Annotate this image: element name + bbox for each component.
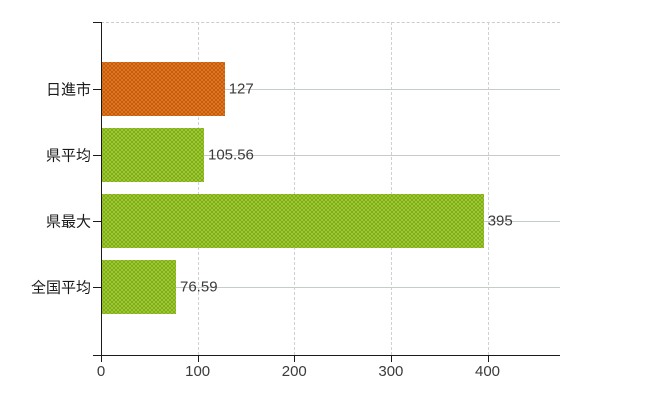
x-axis-tick xyxy=(197,355,199,362)
category-label: 日進市 xyxy=(45,81,91,99)
y-axis-tick xyxy=(93,221,101,222)
x-axis-tick xyxy=(487,355,489,362)
y-axis-top-tick xyxy=(93,22,101,23)
category-label: 全国平均 xyxy=(30,279,91,297)
category-label: 県平均 xyxy=(45,147,91,165)
vertical-gridline xyxy=(197,22,199,355)
y-axis-tick xyxy=(93,155,101,156)
x-axis-tick xyxy=(390,355,392,362)
bar-2 xyxy=(102,128,204,182)
bar-value-label: 76.59 xyxy=(180,278,218,296)
bar-4 xyxy=(102,260,176,314)
x-axis-tick-label: 400 xyxy=(475,363,501,380)
category-gridline xyxy=(101,89,560,90)
category-gridline xyxy=(101,155,560,156)
category-label: 県最大 xyxy=(45,213,91,231)
x-axis-tick-label: 100 xyxy=(185,363,211,380)
x-axis-tick-label: 0 xyxy=(96,363,106,380)
vertical-gridline xyxy=(487,22,489,355)
y-axis-line xyxy=(101,22,102,355)
x-axis-tick-label: 300 xyxy=(378,363,404,380)
y-axis-tick xyxy=(93,89,101,90)
vertical-gridline xyxy=(294,22,296,355)
x-axis-tick-label: 200 xyxy=(281,363,307,380)
bar-value-label: 127 xyxy=(228,80,254,98)
x-axis-line xyxy=(93,355,560,356)
bar-value-label: 395 xyxy=(487,212,513,230)
category-gridline xyxy=(101,287,560,288)
vertical-gridline xyxy=(390,22,392,355)
x-axis-tick xyxy=(101,355,102,362)
x-axis-tick xyxy=(294,355,296,362)
y-axis-tick xyxy=(93,287,101,288)
bar-1 xyxy=(102,62,225,116)
bar-3 xyxy=(102,194,484,248)
bar-value-label: 105.56 xyxy=(208,146,254,164)
plot-area-top-border xyxy=(101,22,560,23)
